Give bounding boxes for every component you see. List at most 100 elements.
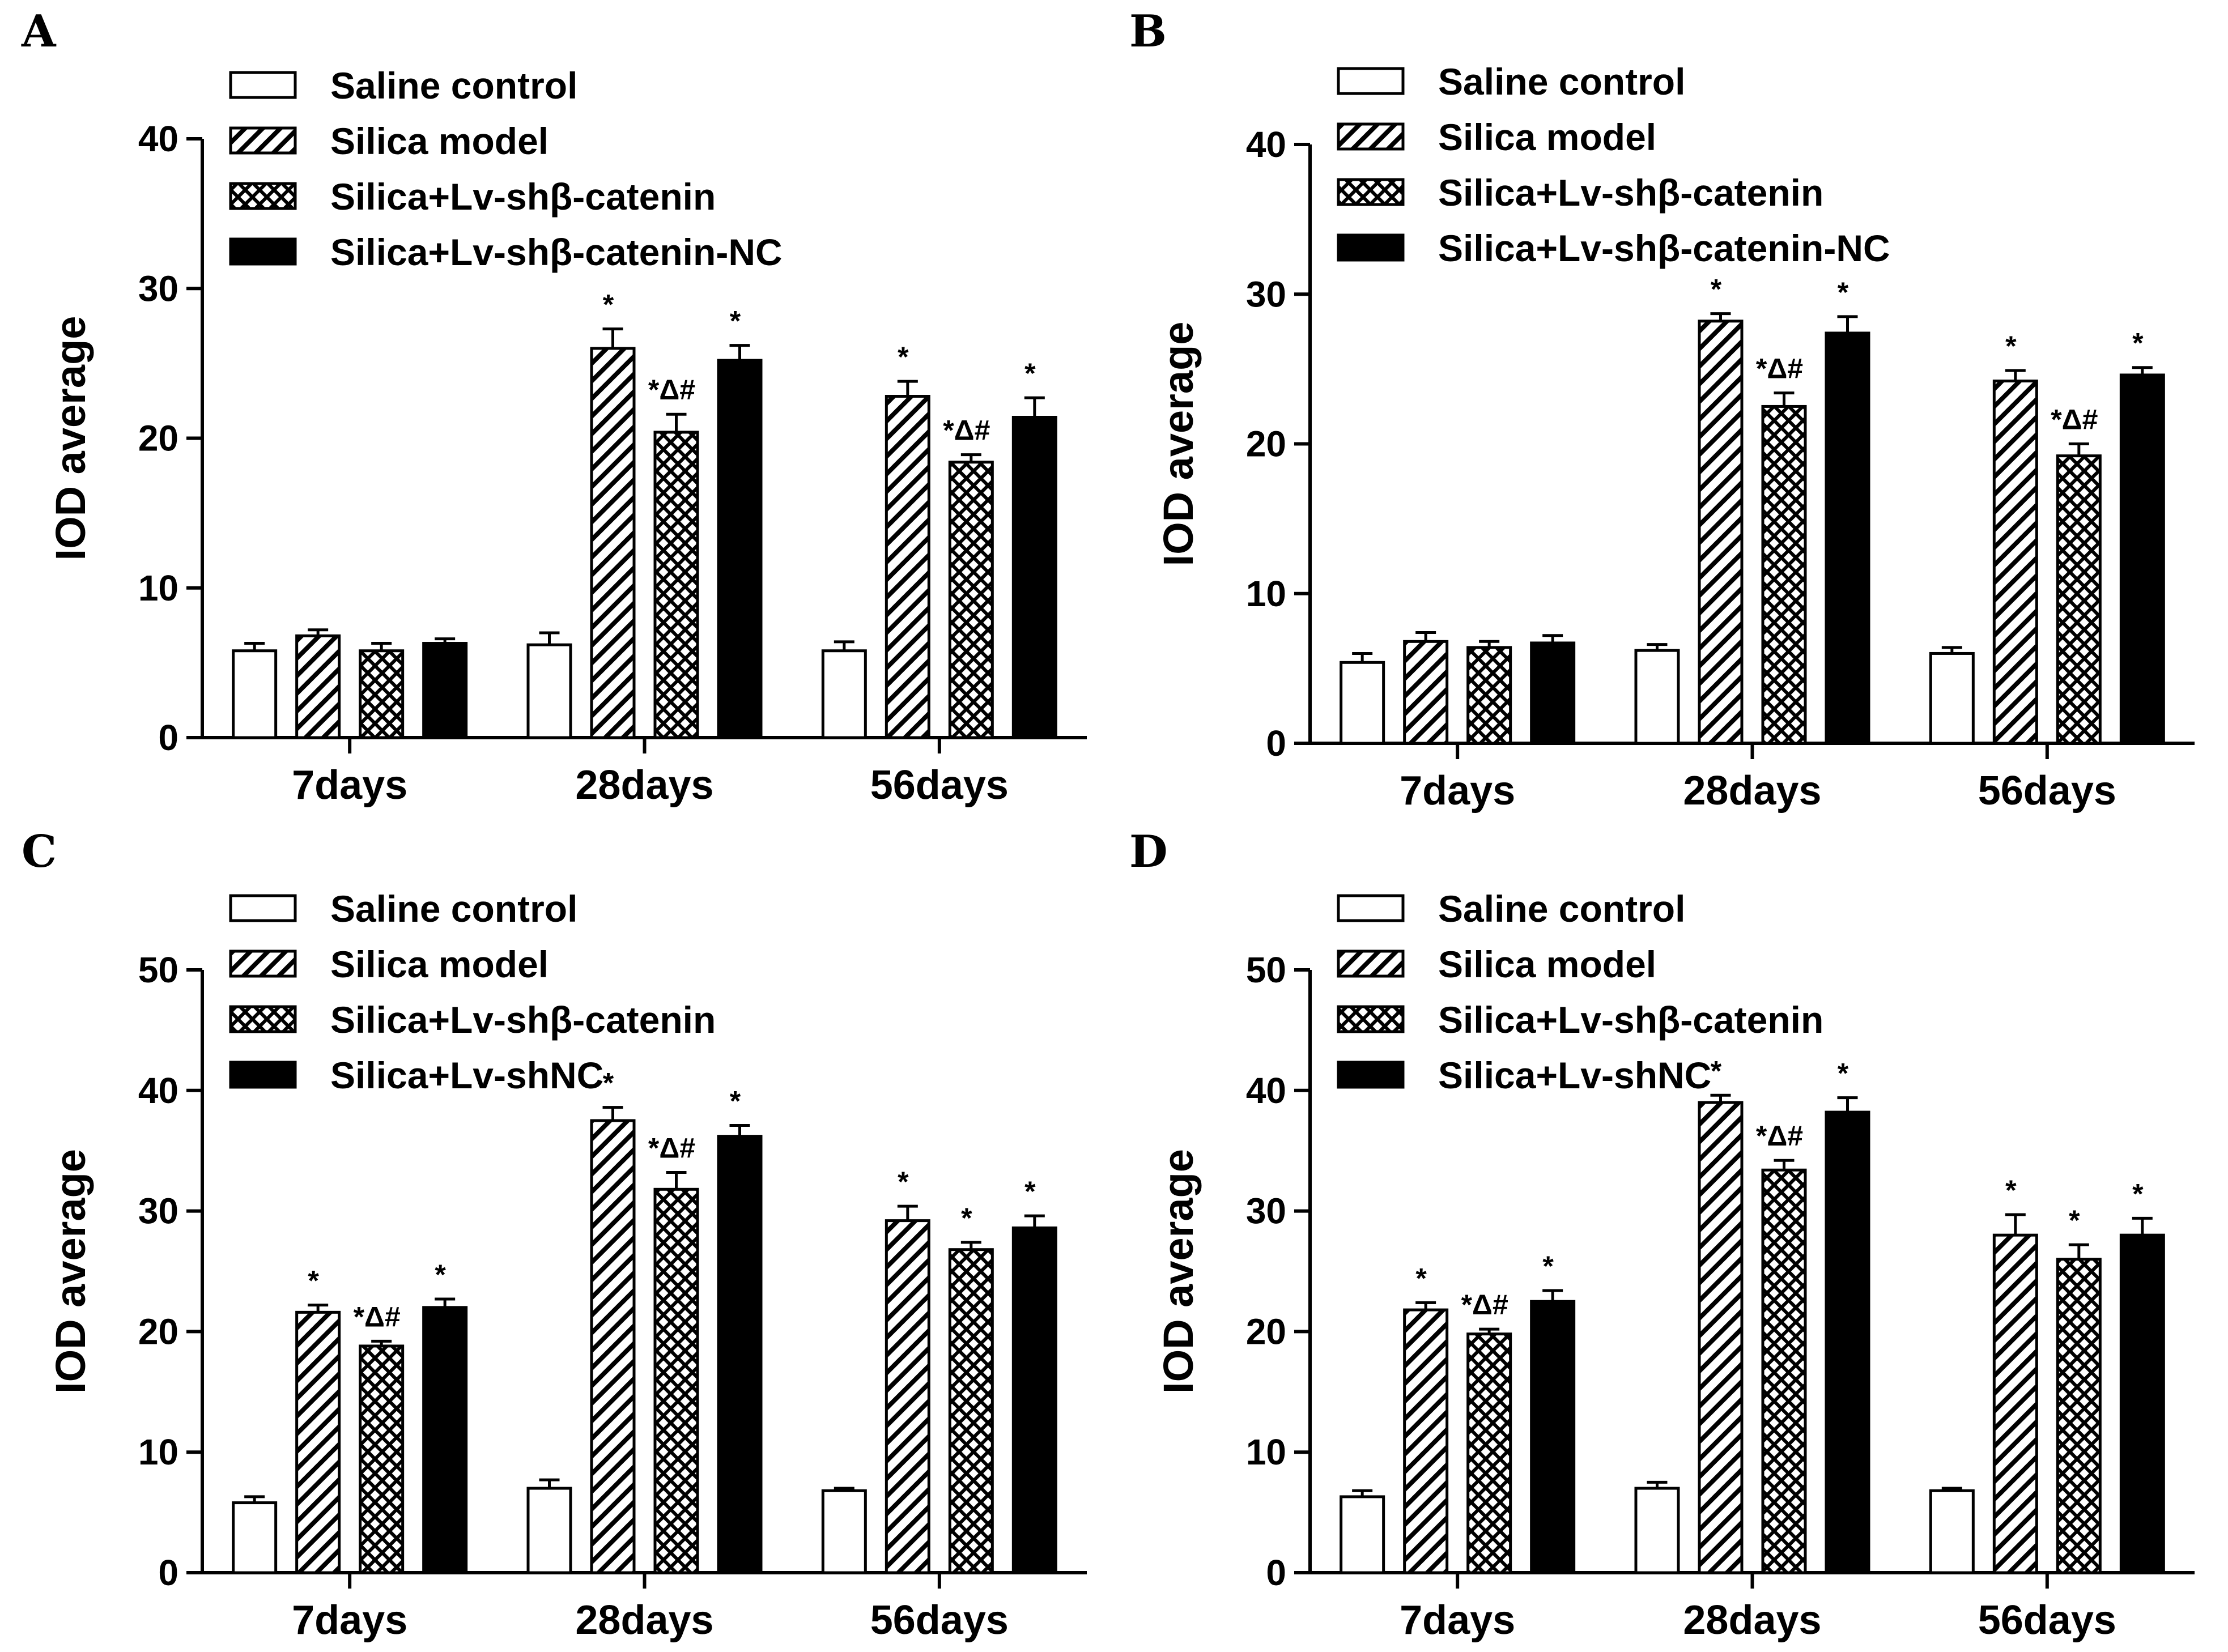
significance-annotation: * bbox=[2005, 1174, 2017, 1206]
bar bbox=[948, 1248, 994, 1574]
significance-annotation: *Δ# bbox=[648, 1132, 695, 1164]
y-tick-label: 10 bbox=[138, 1432, 178, 1472]
bar bbox=[1530, 1300, 1576, 1574]
y-tick-label: 0 bbox=[1266, 1552, 1286, 1593]
legend-swatch bbox=[1337, 178, 1405, 206]
x-tick-label: 7days bbox=[1400, 1598, 1515, 1643]
legend-label: Silica+Lv-shβ-catenin bbox=[330, 999, 716, 1041]
bar bbox=[295, 1310, 341, 1574]
legend-label: Saline control bbox=[330, 65, 577, 107]
legend-swatch bbox=[1337, 950, 1405, 978]
bar bbox=[1403, 640, 1449, 745]
significance-annotation: * bbox=[730, 305, 741, 337]
x-tick-label: 56days bbox=[1978, 768, 2116, 814]
legend-label: Saline control bbox=[330, 888, 577, 930]
x-tick-label: 56days bbox=[1978, 1598, 2116, 1643]
bar bbox=[422, 1306, 468, 1574]
legend-label: Silica+Lv-shNC bbox=[1438, 1054, 1711, 1096]
y-tick-label: 30 bbox=[1246, 274, 1286, 314]
panel-letter: C bbox=[22, 826, 57, 878]
x-tick-label: 28days bbox=[575, 1598, 713, 1643]
significance-annotation: * bbox=[2069, 1204, 2080, 1236]
significance-annotation: * bbox=[1711, 274, 1722, 305]
bar bbox=[1761, 1168, 1807, 1574]
bar bbox=[1634, 1487, 1680, 1574]
legend-label: Silica+Lv-shβ-catenin bbox=[330, 176, 716, 218]
bar bbox=[1761, 405, 1807, 745]
y-tick-label: 50 bbox=[1246, 950, 1286, 990]
y-tick-label: 20 bbox=[1246, 1311, 1286, 1352]
bar bbox=[1825, 1110, 1870, 1574]
bar bbox=[1530, 641, 1576, 745]
legend-swatch bbox=[1337, 1005, 1405, 1033]
bar bbox=[590, 1119, 636, 1574]
bar bbox=[1340, 1495, 1385, 1574]
panel-c: C IOD average 0 10 20 30 40 50 7days * *Δ# * 28days *… bbox=[22, 826, 1087, 1643]
y-tick-label: 30 bbox=[138, 268, 178, 309]
significance-annotation: *Δ# bbox=[943, 415, 990, 446]
y-tick-label: 0 bbox=[158, 1552, 178, 1593]
legend-swatch bbox=[229, 71, 297, 99]
significance-annotation: *Δ# bbox=[354, 1301, 401, 1332]
bar bbox=[948, 461, 994, 739]
x-tick-label: 28days bbox=[1683, 768, 1821, 814]
legend-swatch bbox=[1337, 122, 1405, 151]
significance-annotation: * bbox=[2005, 330, 2017, 362]
y-tick-label: 20 bbox=[138, 418, 178, 459]
significance-annotation: * bbox=[308, 1265, 319, 1297]
legend-label: Silica model bbox=[330, 943, 549, 985]
x-tick-label: 7days bbox=[292, 1598, 407, 1643]
legend-swatch bbox=[229, 182, 297, 210]
significance-annotation: *Δ# bbox=[2051, 404, 2098, 436]
legend-label: Silica+Lv-shβ-catenin-NC bbox=[1438, 227, 1890, 269]
legend-label: Silica model bbox=[330, 120, 549, 162]
significance-annotation: *Δ# bbox=[1756, 353, 1803, 385]
bar bbox=[1825, 331, 1870, 745]
legend-label: Silica model bbox=[1438, 116, 1656, 158]
legend-swatch bbox=[1337, 67, 1405, 95]
legend-swatch bbox=[229, 894, 297, 922]
y-tick-label: 10 bbox=[1246, 1432, 1286, 1472]
bar bbox=[1698, 320, 1744, 745]
bar bbox=[1992, 380, 2038, 745]
y-tick-label: 20 bbox=[1246, 424, 1286, 465]
y-tick-label: 30 bbox=[138, 1191, 178, 1232]
significance-annotation: *Δ# bbox=[1461, 1289, 1508, 1321]
bar bbox=[1403, 1308, 1449, 1574]
bar bbox=[1929, 652, 1975, 745]
bar bbox=[717, 1135, 763, 1574]
legend-label: Silica+Lv-shβ-catenin-NC bbox=[330, 231, 783, 273]
bar bbox=[821, 649, 867, 739]
y-tick-label: 20 bbox=[138, 1311, 178, 1352]
bar bbox=[1011, 416, 1057, 739]
legend-swatch bbox=[1337, 894, 1405, 922]
significance-annotation: * bbox=[2132, 327, 2144, 359]
legend-label: Silica+Lv-shNC bbox=[330, 1054, 603, 1096]
bar bbox=[232, 649, 278, 739]
significance-annotation: * bbox=[603, 1067, 614, 1099]
bar bbox=[653, 1187, 699, 1574]
legend-label: Silica model bbox=[1438, 943, 1656, 985]
y-tick-label: 10 bbox=[138, 568, 178, 608]
y-axis-title: IOD average bbox=[47, 316, 94, 561]
x-tick-label: 56days bbox=[870, 1598, 1009, 1643]
legend-swatch bbox=[229, 1005, 297, 1033]
y-tick-label: 0 bbox=[158, 717, 178, 758]
bar bbox=[885, 1219, 930, 1574]
y-tick-label: 30 bbox=[1246, 1191, 1286, 1232]
bar bbox=[2119, 373, 2165, 745]
panel-d: D IOD average 0 10 20 30 40 50 7days * *Δ# * 28days *… bbox=[1129, 826, 2195, 1643]
significance-annotation: * bbox=[1415, 1262, 1427, 1294]
significance-annotation: * bbox=[1838, 276, 1849, 308]
legend-swatch bbox=[229, 1061, 297, 1089]
bar bbox=[2119, 1233, 2165, 1574]
significance-annotation: * bbox=[435, 1259, 446, 1291]
significance-annotation: * bbox=[730, 1085, 741, 1117]
bar bbox=[526, 1487, 572, 1574]
bar bbox=[526, 643, 572, 739]
x-tick-label: 7days bbox=[1400, 768, 1515, 814]
legend-swatch bbox=[229, 950, 297, 978]
panel-a: A IOD average 0 10 20 30 40 7days 28days * *Δ# * 56d… bbox=[21, 6, 1087, 808]
y-tick-label: 40 bbox=[1246, 1070, 1286, 1111]
